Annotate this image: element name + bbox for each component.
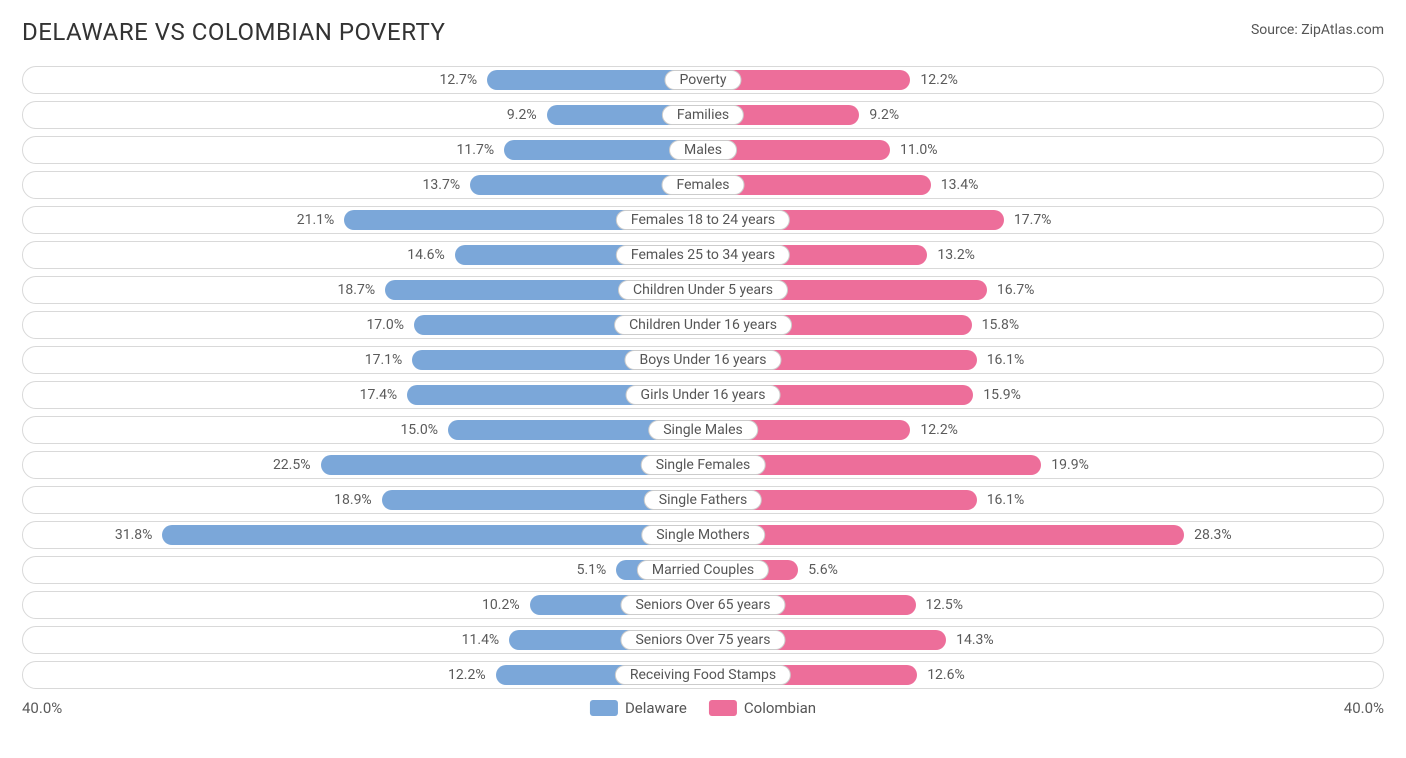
value-label-left: 12.7% xyxy=(440,67,478,93)
axis-max-left: 40.0% xyxy=(22,699,62,717)
chart-row: 5.1% 5.6% Married Couples xyxy=(22,556,1384,584)
chart-row: 12.7% 12.2% Poverty xyxy=(22,66,1384,94)
value-label-left: 13.7% xyxy=(423,172,461,198)
value-label-left: 10.2% xyxy=(482,592,520,618)
legend-swatch-right xyxy=(709,700,737,716)
chart-row: 11.4% 14.3% Seniors Over 75 years xyxy=(22,626,1384,654)
chart-row: 11.7% 11.0% Males xyxy=(22,136,1384,164)
chart-row: 12.2% 12.6% Receiving Food Stamps xyxy=(22,661,1384,689)
value-label-left: 11.7% xyxy=(457,137,495,163)
axis-max-right: 40.0% xyxy=(1344,699,1384,717)
category-label: Females 18 to 24 years xyxy=(616,210,790,230)
value-label-left: 18.9% xyxy=(334,487,372,513)
value-label-right: 12.5% xyxy=(926,592,964,618)
category-label: Married Couples xyxy=(637,560,769,580)
chart-row: 10.2% 12.5% Seniors Over 65 years xyxy=(22,591,1384,619)
value-label-left: 31.8% xyxy=(115,522,153,548)
value-label-right: 16.1% xyxy=(987,487,1025,513)
diverging-bar-chart: 12.7%12.2%Poverty9.2%9.2%Families11.7%11… xyxy=(22,66,1384,689)
legend: Delaware Colombian xyxy=(590,699,816,717)
value-label-right: 16.1% xyxy=(987,347,1025,373)
value-label-left: 18.7% xyxy=(338,277,376,303)
value-label-right: 5.6% xyxy=(808,557,838,583)
chart-header: DELAWARE VS COLOMBIAN POVERTY Source: Zi… xyxy=(22,18,1384,46)
category-label: Single Females xyxy=(641,455,766,475)
legend-item-left: Delaware xyxy=(590,699,687,717)
chart-footer: 40.0% Delaware Colombian 40.0% xyxy=(22,696,1384,720)
chart-row: 14.6% 13.2% Females 25 to 34 years xyxy=(22,241,1384,269)
value-label-right: 13.2% xyxy=(937,242,975,268)
category-label: Seniors Over 65 years xyxy=(620,595,785,615)
bar-left xyxy=(162,525,703,545)
chart-row: 17.1% 16.1% Boys Under 16 years xyxy=(22,346,1384,374)
category-label: Males xyxy=(669,140,737,160)
category-label: Females xyxy=(662,175,745,195)
category-label: Children Under 16 years xyxy=(614,315,792,335)
value-label-right: 11.0% xyxy=(900,137,938,163)
value-label-left: 17.0% xyxy=(366,312,404,338)
value-label-right: 12.2% xyxy=(920,417,958,443)
chart-row: 17.0% 15.8% Children Under 16 years xyxy=(22,311,1384,339)
value-label-left: 21.1% xyxy=(297,207,335,233)
category-label: Seniors Over 75 years xyxy=(620,630,785,650)
value-label-left: 12.2% xyxy=(448,662,486,688)
chart-source: Source: ZipAtlas.com xyxy=(1251,18,1384,38)
value-label-right: 12.2% xyxy=(920,67,958,93)
value-label-left: 17.1% xyxy=(365,347,403,373)
legend-label-right: Colombian xyxy=(744,699,816,717)
value-label-right: 15.9% xyxy=(983,382,1021,408)
chart-row: 18.7% 16.7% Children Under 5 years xyxy=(22,276,1384,304)
value-label-right: 13.4% xyxy=(941,172,979,198)
value-label-right: 14.3% xyxy=(956,627,994,653)
value-label-right: 16.7% xyxy=(997,277,1035,303)
legend-swatch-left xyxy=(590,700,618,716)
category-label: Families xyxy=(662,105,744,125)
chart-title: DELAWARE VS COLOMBIAN POVERTY xyxy=(22,18,445,46)
chart-row: 15.0% 12.2% Single Males xyxy=(22,416,1384,444)
legend-item-right: Colombian xyxy=(709,699,816,717)
category-label: Children Under 5 years xyxy=(618,280,788,300)
chart-row: 13.7% 13.4% Females xyxy=(22,171,1384,199)
value-label-left: 5.1% xyxy=(577,557,607,583)
value-label-right: 19.9% xyxy=(1051,452,1089,478)
value-label-left: 11.4% xyxy=(462,627,500,653)
chart-row: 17.4% 15.9% Girls Under 16 years xyxy=(22,381,1384,409)
legend-label-left: Delaware xyxy=(625,699,687,717)
value-label-right: 9.2% xyxy=(869,102,899,128)
chart-row: 18.9% 16.1% Single Fathers xyxy=(22,486,1384,514)
value-label-left: 15.0% xyxy=(400,417,438,443)
value-label-left: 14.6% xyxy=(407,242,445,268)
category-label: Receiving Food Stamps xyxy=(615,665,791,685)
value-label-right: 28.3% xyxy=(1194,522,1232,548)
category-label: Girls Under 16 years xyxy=(626,385,781,405)
chart-row: 21.1% 17.7% Females 18 to 24 years xyxy=(22,206,1384,234)
value-label-right: 15.8% xyxy=(982,312,1020,338)
category-label: Females 25 to 34 years xyxy=(616,245,790,265)
value-label-left: 17.4% xyxy=(360,382,398,408)
chart-row: 31.8% 28.3% Single Mothers xyxy=(22,521,1384,549)
value-label-left: 22.5% xyxy=(273,452,311,478)
value-label-right: 12.6% xyxy=(927,662,965,688)
category-label: Single Males xyxy=(648,420,758,440)
value-label-left: 9.2% xyxy=(507,102,537,128)
category-label: Single Fathers xyxy=(644,490,762,510)
category-label: Single Mothers xyxy=(641,525,765,545)
chart-row: 22.5% 19.9% Single Females xyxy=(22,451,1384,479)
bar-right xyxy=(703,525,1184,545)
category-label: Boys Under 16 years xyxy=(624,350,781,370)
category-label: Poverty xyxy=(664,70,741,90)
chart-row: 9.2% 9.2% Families xyxy=(22,101,1384,129)
value-label-right: 17.7% xyxy=(1014,207,1052,233)
